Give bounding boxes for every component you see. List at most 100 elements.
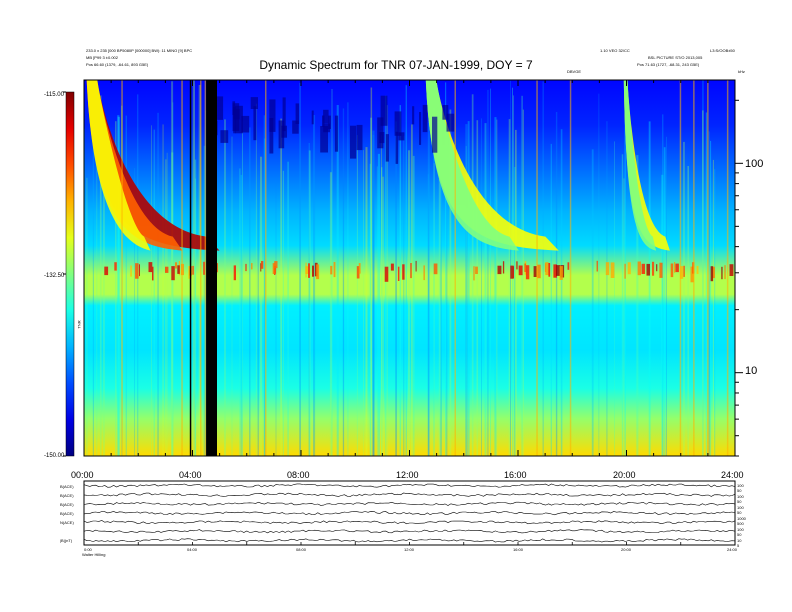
spectrum-striation [412,155,415,456]
spectrum-striation [336,105,339,456]
emission-band-spot [175,262,177,269]
emission-band-spot [272,263,276,274]
emission-band-spot [104,266,109,276]
emission-band-spot [537,264,541,279]
emission-band-spot [171,266,175,281]
low-intensity-patch [215,96,224,120]
emission-spike [536,80,538,456]
emission-band-spot [525,265,530,280]
emission-band-spot [502,261,505,274]
emission-band-spot [316,264,320,280]
spectrum-striation [490,88,491,456]
spectrum-striation [162,124,164,457]
emission-band-spot [165,266,169,273]
emission-band-spot [139,264,140,277]
spectrum-striation [363,150,364,456]
spectrum-striation [683,141,685,456]
spectrum-striation [427,122,430,456]
emission-band-spot [510,265,514,279]
low-intensity-patch [334,115,339,152]
spectrum-striation [555,112,558,456]
lower-row-label: B(ACE) [60,511,74,516]
emission-band-spot [192,265,194,275]
emission-band-spot [402,264,405,280]
spectrum-striation [449,109,452,456]
emission-band-spot [305,266,309,274]
low-intensity-patch [380,95,388,126]
spectrum-striation [687,166,689,456]
spectrum-striation [446,136,448,456]
spectrum-striation [369,163,371,457]
lower-right-tick: 50 [737,510,742,515]
emission-band-spot [729,264,734,276]
emission-band-spot [245,263,247,272]
spectrum-striation [198,85,201,456]
spectrum-striation [376,166,378,456]
emission-band-spot [690,266,694,283]
lower-right-tick: 50 [737,532,742,537]
emission-band-spot [261,261,264,269]
spectrum-striation [433,107,435,457]
emission-band-spot [152,266,154,281]
emission-band-spot [130,265,132,277]
spectrum-striation [465,124,468,456]
type-iii-burst [86,80,151,251]
low-intensity-patch [419,112,422,145]
spectrum-striation [193,83,195,456]
low-intensity-patch [328,115,331,129]
emission-band-spot [312,265,314,277]
spectrum-striation [399,105,401,456]
spectrum-striation [712,159,714,456]
emission-band-spot [627,262,631,275]
spectrum-striation [496,119,498,456]
lower-right-tick: 100 [737,527,744,532]
spectrum-striation [467,121,470,456]
emission-spike [181,80,183,456]
lower-panel-trace [83,510,736,516]
low-intensity-patch [356,124,363,151]
emission-band-spot [114,262,117,271]
header-info-right-2: L3:S/OOB±50 [710,48,735,53]
spectrum-striation [224,119,226,457]
emission-spike [693,80,695,456]
x-tick-label: 08:00 [287,470,310,480]
emission-spike [454,80,456,456]
low-intensity-patch [295,103,300,124]
spectrum-striation [96,111,98,456]
lower-right-tick: 100 [737,483,744,488]
low-intensity-patch [282,97,286,132]
emission-band-spot [274,261,278,269]
emission-band-spot [233,265,236,281]
spectrum-striation [481,118,482,457]
emission-band-spot [305,262,307,278]
spectrum-striation [263,115,265,457]
spectrum-striation [370,87,373,456]
emission-band-spot [148,262,153,273]
low-intensity-patch [233,107,236,134]
emission-band-spot [518,265,523,276]
emission-spike [679,80,682,456]
low-intensity-patch [250,97,258,109]
chart-title: Dynamic Spectrum for TNR 07-JAN-1999, DO… [259,58,533,72]
data-gap-bar [206,80,217,456]
spectrum-striation [471,94,474,457]
spectrum-striation [308,150,311,456]
lower-right-tick: 50 [737,499,742,504]
spectrum-striation [194,159,197,456]
spectrum-striation [623,178,625,456]
low-intensity-patch [350,125,357,159]
emission-band-spot [646,263,650,276]
header-info-right-3: BSL PICTURE ST/O 2013,005 [648,55,703,60]
emission-band-spot [605,262,610,276]
emission-band-spot [683,265,685,277]
spectrum-striation [342,108,345,457]
emission-band-spot [610,262,615,278]
lower-right-tick: 5 [737,543,740,548]
spectrum-striation [117,116,120,457]
footer-label: Walter Hilling [82,552,106,557]
spectrum-striation [370,117,373,456]
spectrum-striation [705,112,708,456]
low-intensity-patch [269,118,274,154]
colorbar-max-label: -115.00 [44,92,64,98]
low-intensity-patch [241,115,250,133]
